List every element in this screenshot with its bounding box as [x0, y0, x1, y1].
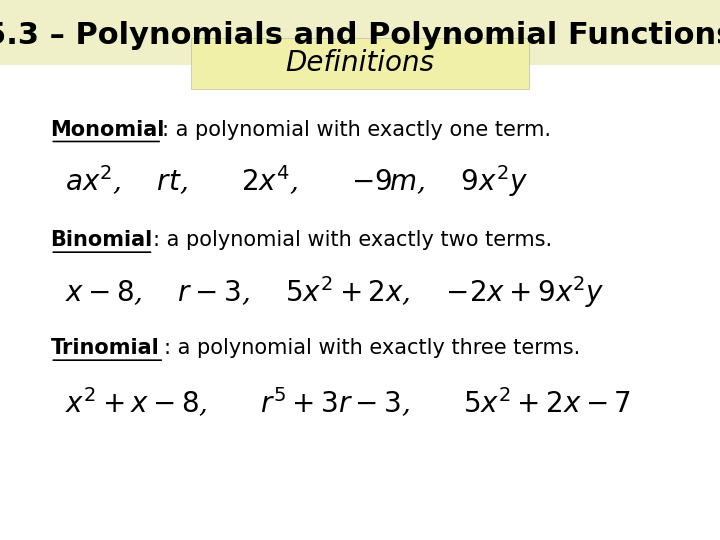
FancyBboxPatch shape	[0, 65, 720, 540]
Text: : a polynomial with exactly one term.: : a polynomial with exactly one term.	[162, 119, 551, 140]
Text: : a polynomial with exactly three terms.: : a polynomial with exactly three terms.	[164, 338, 580, 359]
Text: Definitions: Definitions	[285, 49, 435, 77]
Text: : a polynomial with exactly two terms.: : a polynomial with exactly two terms.	[153, 230, 552, 251]
Text: $ax^2$,    $rt$,      $2x^4$,      $-9m$,    $9x^2y$: $ax^2$, $rt$, $2x^4$, $-9m$, $9x^2y$	[65, 163, 528, 199]
Text: $x^2+x-8$,      $r^5+3r-3$,      $5x^2+2x-7$: $x^2+x-8$, $r^5+3r-3$, $5x^2+2x-7$	[65, 386, 631, 419]
FancyBboxPatch shape	[0, 0, 720, 65]
Text: $x-8$,    $r-3$,    $5x^2+2x$,    $-2x+9x^2y$: $x-8$, $r-3$, $5x^2+2x$, $-2x+9x^2y$	[65, 274, 605, 309]
Text: Binomial: Binomial	[50, 230, 153, 251]
Text: Monomial: Monomial	[50, 119, 165, 140]
Text: 5.3 – Polynomials and Polynomial Functions: 5.3 – Polynomials and Polynomial Functio…	[0, 21, 720, 50]
FancyBboxPatch shape	[191, 38, 529, 89]
Text: Trinomial: Trinomial	[50, 338, 159, 359]
